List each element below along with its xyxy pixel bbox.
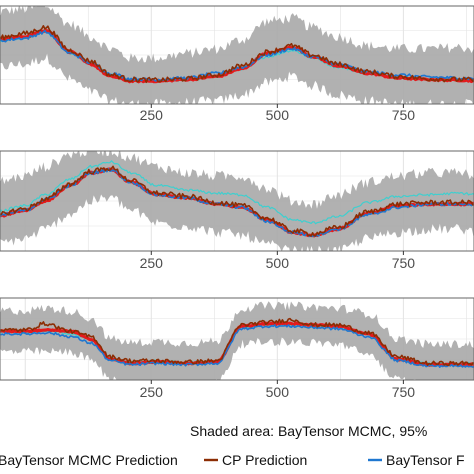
panel-frame: [0, 150, 474, 252]
series-baytensor-f: [0, 168, 474, 238]
legend-item: BayTensor F: [368, 452, 465, 468]
panel-plot-area: [0, 151, 474, 251]
series-baytensor-f: [0, 29, 474, 82]
x-tick-label: 250: [140, 255, 164, 271]
x-tick-label: 250: [140, 107, 164, 123]
legend: BayTensor MCMC Prediction CP Prediction Ba…: [0, 452, 465, 468]
legend-label: BayTensor MCMC Prediction: [0, 452, 178, 468]
legend-label: BayTensor F: [386, 452, 465, 468]
series-cp-prediction: [0, 24, 474, 84]
series-baytensor-f: [0, 324, 474, 369]
series-cp-prediction: [0, 165, 474, 237]
panel-plot-area: [0, 6, 474, 104]
series-cp-prediction: [0, 317, 474, 367]
x-tick-label: 750: [392, 107, 416, 123]
panel-1: 250 500 750: [0, 5, 474, 123]
panel-plot-area: [0, 301, 474, 380]
x-tick-label: 500: [266, 107, 290, 123]
band-caption: Shaded area: BayTensor MCMC, 95%: [190, 423, 427, 439]
x-tick-label: 500: [266, 255, 290, 271]
legend-label: CP Prediction: [222, 452, 307, 468]
legend-item: BayTensor MCMC Prediction: [0, 452, 178, 468]
panel-2: 250 500 750: [0, 150, 474, 271]
x-tick-label: 500: [266, 384, 290, 400]
x-tick-label: 250: [140, 384, 164, 400]
x-tick-label: 750: [392, 384, 416, 400]
x-tick-label: 750: [392, 255, 416, 271]
legend-item: CP Prediction: [204, 452, 307, 468]
panel-3: 250 500 750: [0, 297, 474, 400]
panel-frame: [0, 5, 474, 105]
panel-frame: [0, 297, 474, 381]
series-cyan: [0, 160, 474, 225]
